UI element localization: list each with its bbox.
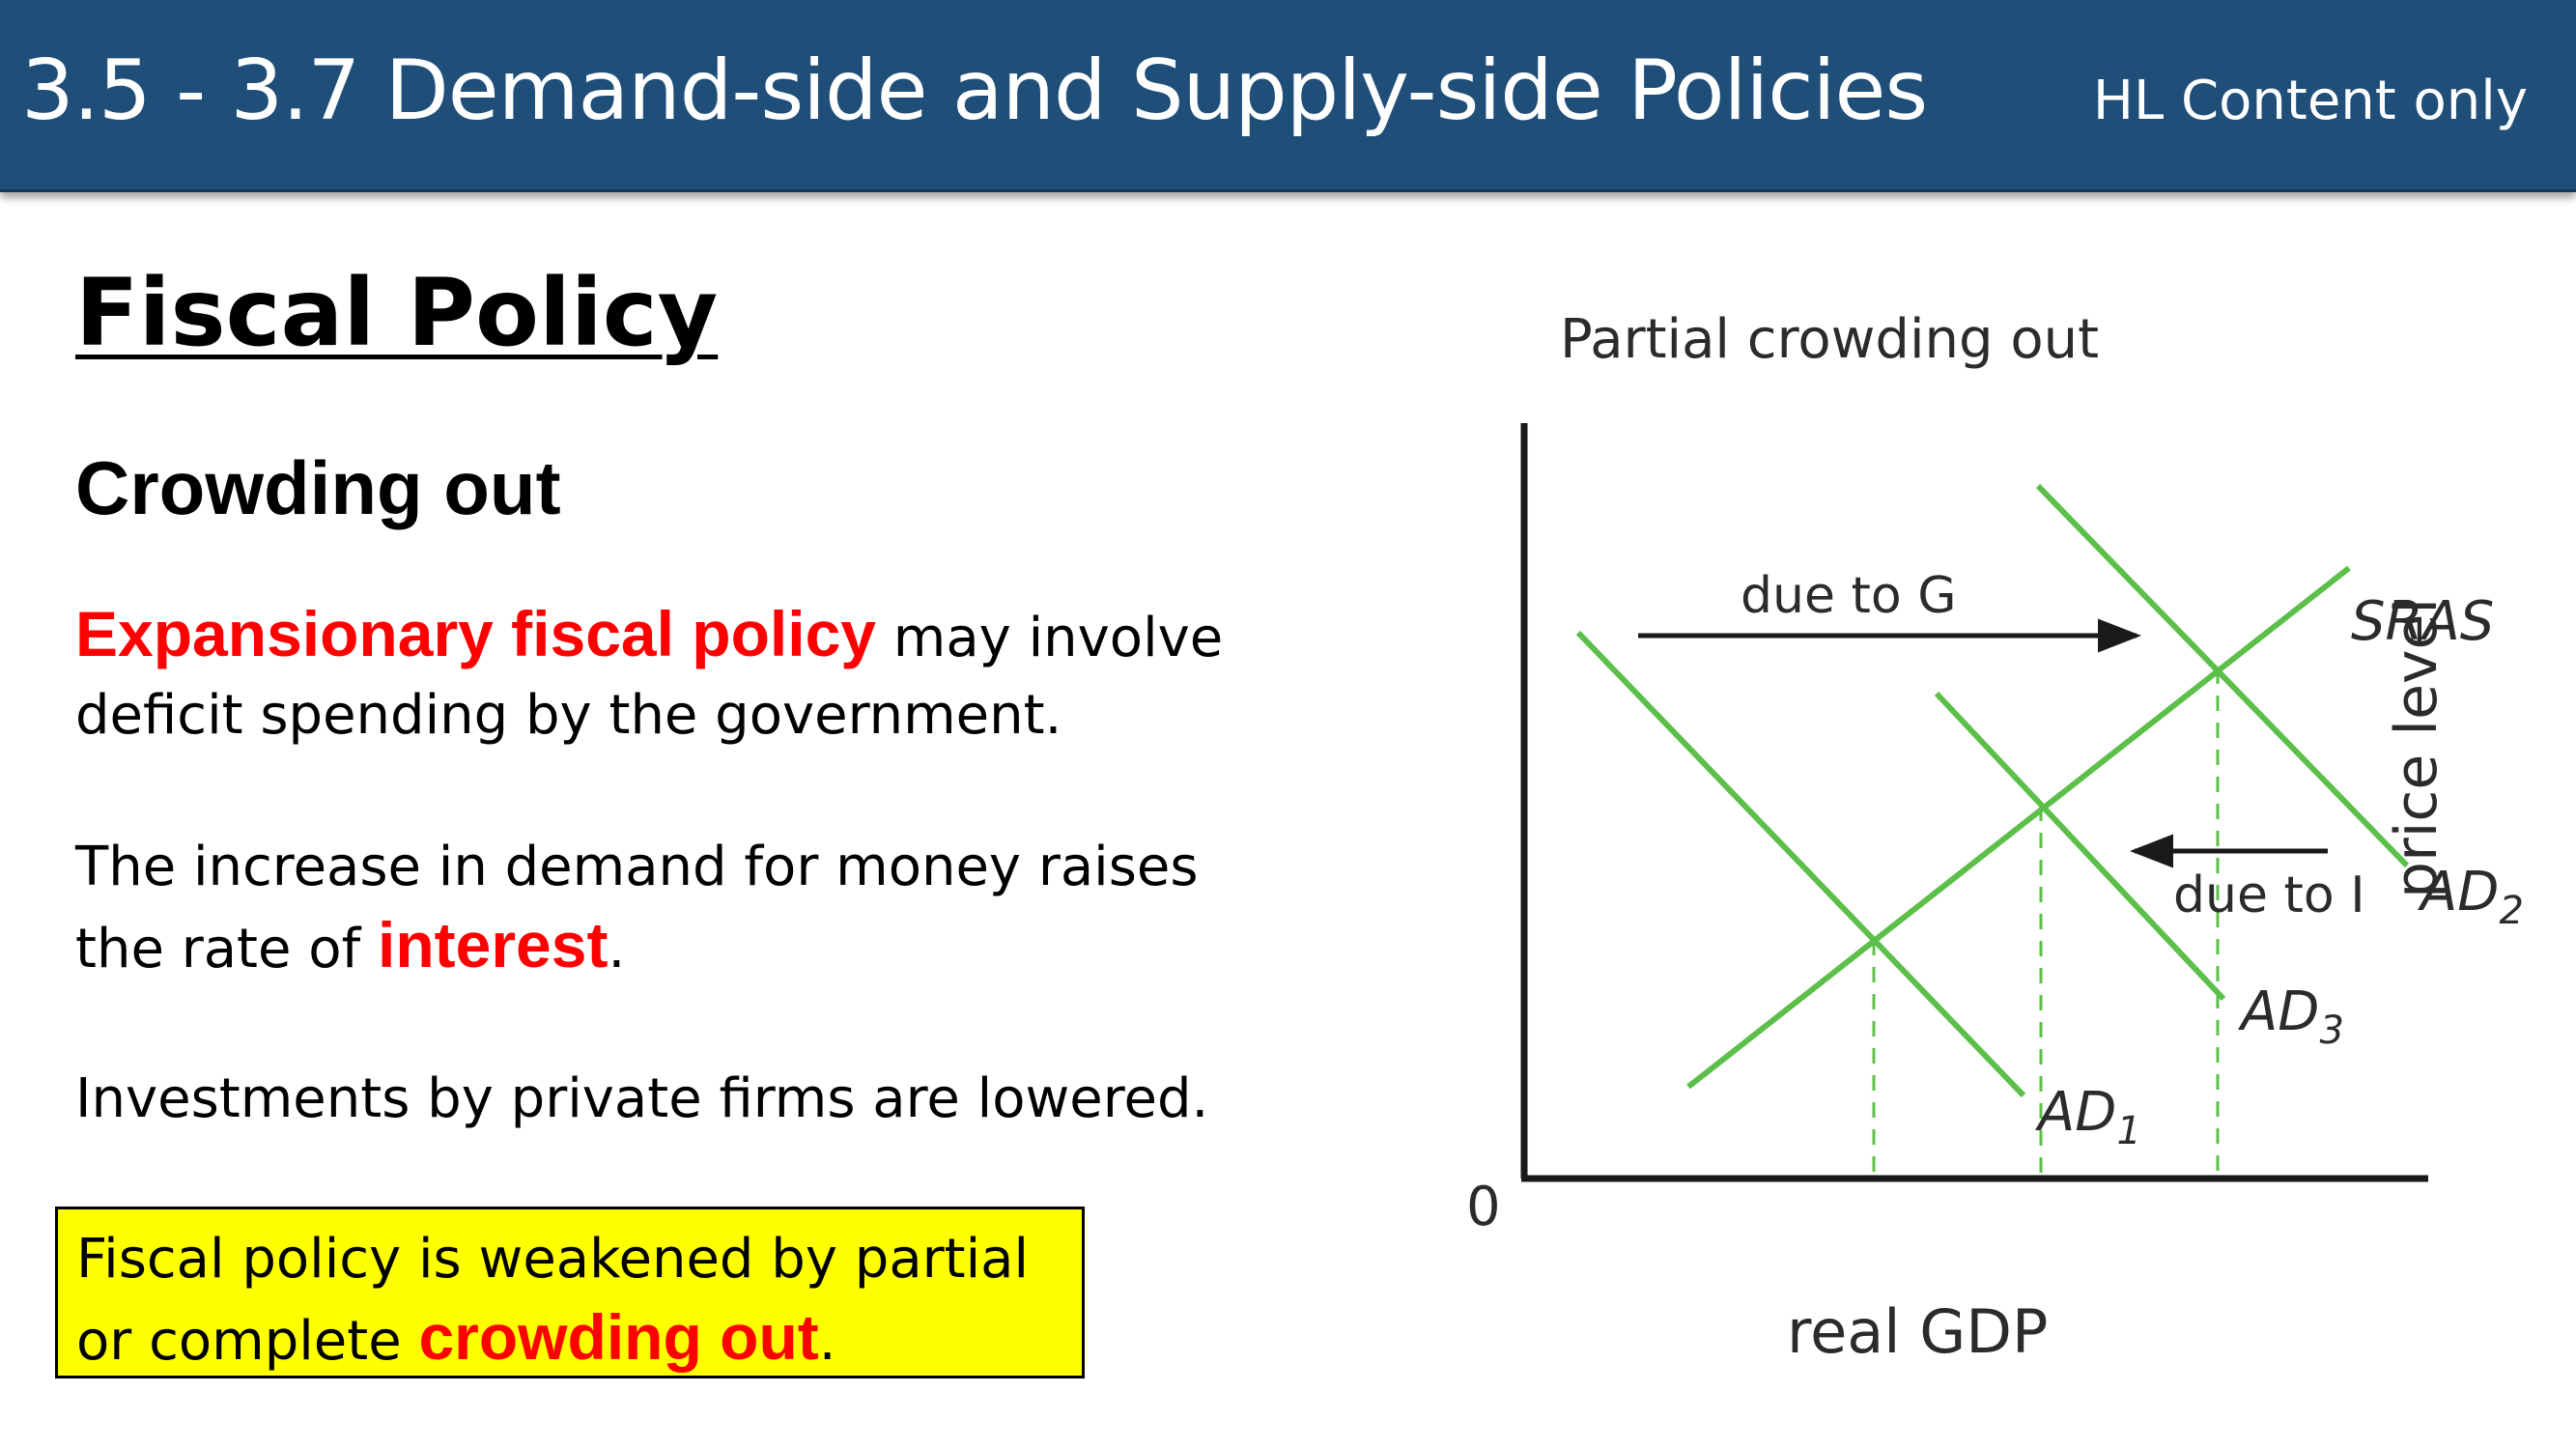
callout-box: Fiscal policy is weakened by partial or …	[55, 1207, 1085, 1378]
subsection-heading: Crowding out	[75, 445, 561, 530]
x-axis-label: real GDP	[1787, 1296, 2048, 1367]
arrow-due-to-g-label: due to G	[1741, 567, 1957, 625]
ad1-label: AD1	[2035, 1081, 2141, 1153]
ad2-curve	[2035, 483, 2410, 868]
paragraph-interest-text: The increase in demand for money raises …	[75, 836, 1199, 980]
expansionary-highlight: Expansionary fiscal policy	[75, 598, 876, 669]
origin-label: 0	[1466, 1176, 1501, 1238]
slide-header: 3.5 - 3.7 Demand-side and Supply-side Po…	[0, 0, 2576, 192]
paragraph-interest-end: .	[608, 918, 626, 980]
sras-label: SRAS	[2351, 590, 2494, 653]
crowding-out-diagram: Partial crowding out price level real GD…	[1466, 308, 2524, 1367]
callout-end: .	[818, 1310, 836, 1373]
paragraph-interest: The increase in demand for money raises …	[75, 829, 1234, 988]
callout-body: Fiscal policy is weakened by partial or …	[76, 1228, 1030, 1373]
crowding-out-highlight: crowding out	[418, 1301, 819, 1373]
ad1-curve	[1575, 630, 2026, 1098]
section-heading: Fiscal Policy	[75, 259, 719, 367]
slide-title: 3.5 - 3.7 Demand-side and Supply-side Po…	[21, 43, 1928, 139]
paragraph-investment: Investments by private firms are lowered…	[75, 1067, 1209, 1130]
ad3-curve	[1934, 691, 2226, 1002]
ad2-label: AD2	[2418, 861, 2524, 933]
interest-highlight: interest	[378, 909, 609, 980]
hl-content-note: HL Content only	[2092, 70, 2528, 132]
ad3-label: AD3	[2238, 980, 2344, 1053]
sras-curve	[1686, 565, 2351, 1090]
callout-text: Fiscal policy is weakened by partial or …	[76, 1221, 1081, 1380]
diagram-title: Partial crowding out	[1560, 308, 2099, 371]
arrow-due-to-i-label: due to I	[2173, 867, 2365, 924]
paragraph-expansionary: Expansionary fiscal policy may involve d…	[75, 595, 1234, 754]
paragraph-expansionary-text: may involve deficit spending by the gove…	[75, 607, 1224, 747]
